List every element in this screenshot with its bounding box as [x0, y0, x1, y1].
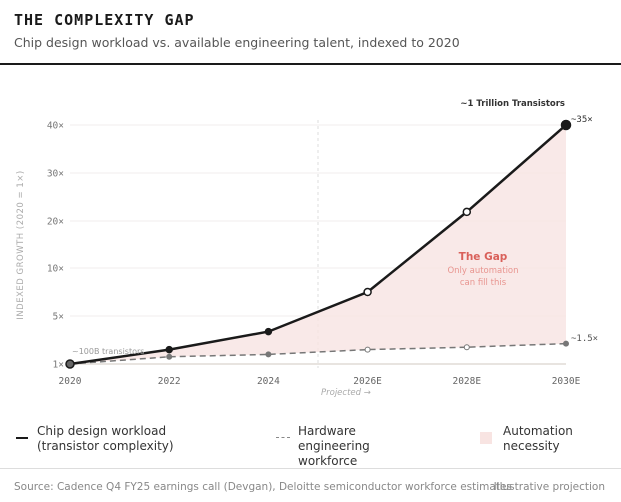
gap-area: [70, 125, 566, 364]
end-value-label: ~35×: [571, 115, 593, 125]
header-rule: [0, 63, 621, 65]
legend-label: Hardware engineering workforce: [298, 424, 370, 468]
projection-note: Illustrative projection: [493, 481, 605, 493]
workload-point: [560, 119, 572, 131]
workload-point: [264, 327, 273, 336]
chart-svg: 1× 5× 10× 20× 30× 40× INDEXED GROWTH (2020 = 1…: [16, 99, 598, 398]
legend-item-workforce: Hardware engineering workforce: [276, 424, 426, 469]
workload-point: [363, 287, 372, 297]
chart-subtitle: Chip design workload vs. available engin…: [14, 35, 460, 50]
end-annotation: ~1 Trillion Transistors: [460, 99, 565, 109]
y-tick-label: 30×: [47, 169, 64, 180]
workload-point: [165, 345, 173, 354]
projected-label: Projected →: [321, 388, 371, 398]
workforce-point: [265, 351, 272, 358]
source-note: Source: Cadence Q4 FY25 earnings call (D…: [14, 481, 512, 493]
workforce-end-label: ~1.5×: [571, 334, 598, 344]
x-tick-label: 2028E: [452, 376, 481, 387]
footer-divider: [0, 468, 621, 469]
x-tick-label: 2026E: [353, 376, 382, 387]
legend-item-workload: Chip design workload (transistor complex…: [16, 424, 216, 454]
y-tick-label: 5×: [53, 312, 65, 323]
solid-line-swatch: [16, 437, 28, 439]
y-axis-label: INDEXED GROWTH (2020 = 1×): [16, 170, 26, 319]
x-tick-label: 2022: [158, 376, 181, 387]
y-tick-label: 20×: [47, 217, 64, 228]
dashed-line-swatch: [276, 437, 290, 438]
workforce-point: [166, 353, 173, 360]
legend-label: Chip design workload (transistor complex…: [37, 424, 174, 453]
gap-subtext: can fill this: [460, 278, 507, 288]
chart-title: THE COMPLEXITY GAP: [14, 11, 195, 29]
workload-point: [462, 207, 472, 217]
y-tick-label: 10×: [47, 264, 64, 275]
x-tick-label: 2020: [59, 376, 82, 387]
workload-point: [65, 359, 75, 369]
x-tick-label: 2030E: [552, 376, 581, 387]
legend-item-area: Automation necessity: [480, 424, 600, 454]
workforce-line: [69, 342, 567, 365]
workforce-point: [463, 344, 470, 351]
start-annotation: ~100B transistors: [72, 347, 144, 356]
workforce-point: [364, 346, 371, 353]
gap-title: The Gap: [459, 251, 508, 263]
y-tick-label: 40×: [47, 121, 64, 132]
y-tick-label: 1×: [53, 360, 65, 371]
workforce-point: [563, 340, 569, 347]
gap-subtext: Only automation: [447, 266, 518, 276]
area-swatch: [480, 432, 492, 444]
workload-line: [69, 124, 567, 366]
legend-label: Automation necessity: [503, 424, 573, 453]
x-tick-label: 2024: [257, 376, 280, 387]
